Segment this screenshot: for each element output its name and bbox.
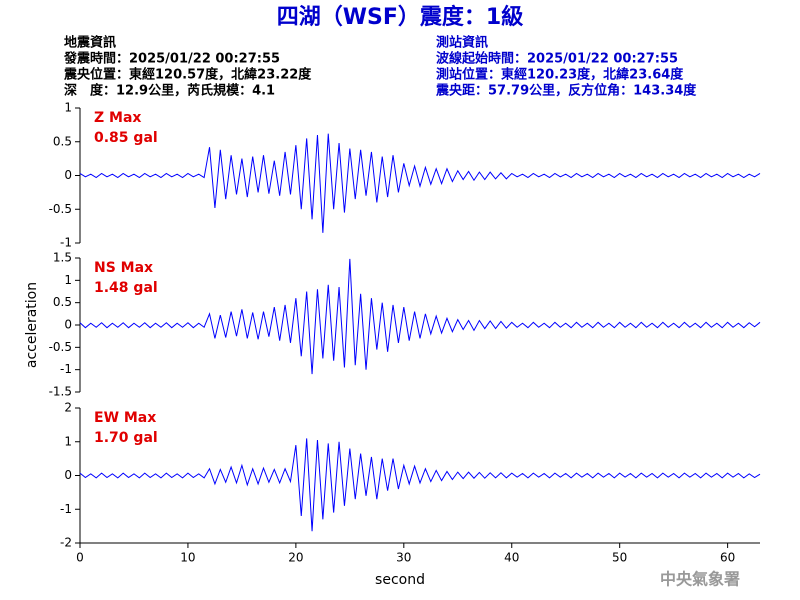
y-tick-label: 1 xyxy=(64,101,72,115)
y-tick-label: -0.5 xyxy=(49,340,72,354)
y-tick-label: 0 xyxy=(64,168,72,182)
x-tick-label: 60 xyxy=(720,551,735,565)
max-label: 1.70 gal xyxy=(94,430,158,446)
y-tick-label: -1 xyxy=(60,362,72,376)
y-axis-label: acceleration xyxy=(24,282,40,368)
y-tick-label: -0.5 xyxy=(49,202,72,216)
info-left: 震央位置：東經120.57度，北緯23.22度 xyxy=(63,67,312,83)
info-left: 深 度：12.9公里，芮氏規模：4.1 xyxy=(64,83,275,99)
x-axis-label: second xyxy=(375,572,425,588)
title: 四湖（WSF）震度：1級 xyxy=(277,4,523,30)
info-left: 發震時間：2025/01/22 00:27:55 xyxy=(63,51,280,67)
info-right: 測站資訊 xyxy=(436,35,488,51)
info-left: 地震資訊 xyxy=(64,35,116,51)
x-tick-label: 0 xyxy=(76,551,84,565)
y-tick-label: -2 xyxy=(60,536,72,550)
x-tick-label: 30 xyxy=(396,551,411,565)
max-label: EW Max xyxy=(94,410,156,426)
y-tick-label: 0.5 xyxy=(53,134,72,148)
x-tick-label: 20 xyxy=(288,551,303,565)
info-right: 震央距：57.79公里，反方位角：143.34度 xyxy=(435,83,697,99)
y-tick-label: -1 xyxy=(60,502,72,516)
x-tick-label: 40 xyxy=(504,551,519,565)
max-label: 0.85 gal xyxy=(94,130,158,146)
max-label: 1.48 gal xyxy=(94,280,158,296)
y-tick-label: 1.5 xyxy=(53,251,72,265)
x-tick-label: 10 xyxy=(180,551,195,565)
y-tick-label: 1 xyxy=(64,273,72,287)
info-right: 波線起始時間：2025/01/22 00:27:55 xyxy=(436,51,678,67)
y-tick-label: 0.5 xyxy=(53,295,72,309)
info-right: 測站位置：東經120.23度，北緯23.64度 xyxy=(436,67,684,83)
waveform xyxy=(79,258,761,375)
max-label: NS Max xyxy=(94,260,153,276)
waveform xyxy=(79,133,761,233)
y-tick-label: -1.5 xyxy=(49,385,72,399)
y-tick-label: 0 xyxy=(64,318,72,332)
waveform xyxy=(79,438,761,532)
y-tick-label: 1 xyxy=(64,434,72,448)
max-label: Z Max xyxy=(94,110,141,126)
y-tick-label: 0 xyxy=(64,468,72,482)
y-tick-label: 2 xyxy=(64,401,72,415)
x-tick-label: 50 xyxy=(612,551,627,565)
watermark: 中央氣象署 xyxy=(660,570,740,589)
y-tick-label: -1 xyxy=(60,236,72,250)
